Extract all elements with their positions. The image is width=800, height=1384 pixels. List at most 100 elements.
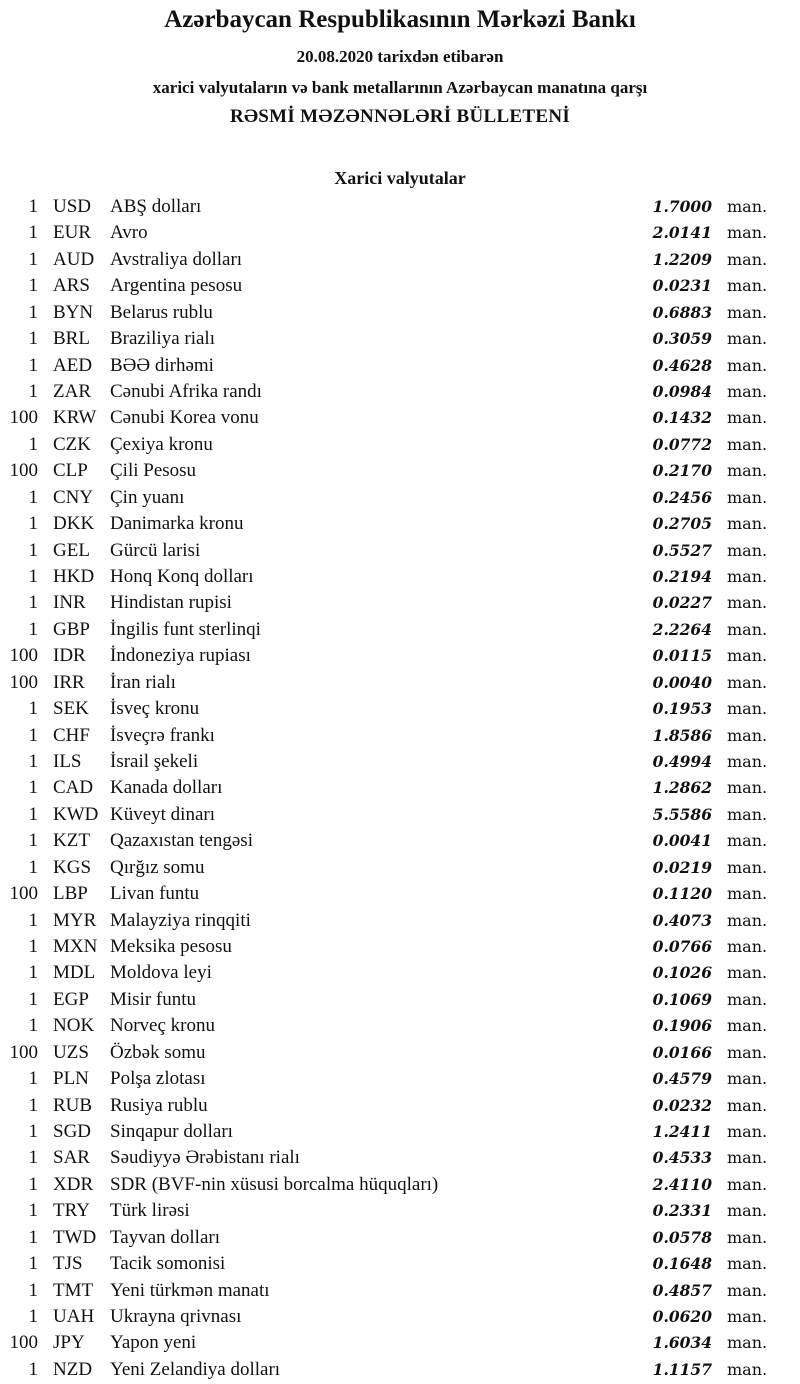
currency-name: Meksika pesosu [110, 936, 232, 958]
quantity: 1 [28, 301, 39, 323]
rate-row: 1 NOK Norveç kronu 0.1906 man. [0, 1013, 800, 1039]
quantity: 1 [28, 618, 39, 640]
rate-value: 1.6034 [652, 1333, 712, 1353]
quantity: 1 [28, 777, 39, 799]
rate-row: 1 CNY Çin yuanı 0.2456 man. [0, 485, 800, 511]
currency-code: DKK [53, 513, 95, 535]
currency-name: İsrail şekeli [110, 751, 199, 773]
rate-row: 1 GBP İngilis funt sterlinqi 2.2264 man. [0, 617, 800, 643]
rate-value: 0.0115 [652, 646, 712, 666]
rate-value: 0.4994 [652, 752, 712, 772]
rate-row: 1 USD ABŞ dolları 1.7000 man. [0, 194, 800, 220]
currency-name: Çili Pesosu [110, 460, 197, 482]
quantity: 1 [28, 566, 39, 588]
rate-value: 2.0141 [652, 223, 712, 243]
currency-name: Çexiya kronu [110, 433, 213, 455]
rate-value: 0.0227 [652, 593, 712, 613]
unit-label: man. [727, 857, 768, 877]
rate-value: 1.7000 [652, 197, 712, 216]
currency-code: SEK [53, 698, 89, 720]
unit-label: man. [727, 408, 768, 428]
quantity: 100 [9, 645, 39, 667]
rate-row: 1 CAD Kanada dolları 1.2862 man. [0, 775, 800, 801]
quantity: 1 [28, 1147, 39, 1169]
quantity: 1 [28, 1015, 39, 1037]
rate-value: 0.4073 [652, 910, 712, 930]
currency-code: MDL [53, 962, 96, 984]
quantity: 100 [9, 1041, 39, 1063]
rate-row: 1 TRY Türk lirəsi 0.2331 man. [0, 1198, 800, 1224]
currency-name: Norveç kronu [110, 1015, 215, 1037]
quantity: 1 [28, 1253, 39, 1275]
quantity: 1 [28, 909, 39, 931]
rate-value: 0.1026 [652, 963, 712, 983]
rate-value: 0.1648 [652, 1254, 712, 1274]
quantity: 1 [28, 592, 39, 614]
currency-name: Çin yuanı [110, 486, 185, 508]
unit-label: man. [727, 223, 768, 243]
rate-value: 0.2194 [652, 567, 712, 587]
currency-code: GBP [53, 618, 90, 640]
currency-code: EGP [53, 988, 89, 1010]
quantity: 1 [28, 1306, 39, 1328]
rate-row: 1 ARS Argentina pesosu 0.0231 man. [0, 273, 800, 299]
rate-row: 1 MDL Moldova leyi 0.1026 man. [0, 960, 800, 986]
rate-row: 1 TWD Tayvan dolları 0.0578 man. [0, 1225, 800, 1251]
currency-code: GEL [53, 539, 90, 561]
unit-label: man. [727, 487, 768, 507]
unit-label: man. [727, 1359, 768, 1379]
rate-value: 0.0040 [652, 672, 712, 692]
unit-label: man. [727, 514, 768, 534]
rate-row: 1 XDR SDR (BVF-nin xüsusi borcalma hüquqla… [0, 1172, 800, 1198]
currency-name: Gürcü larisi [110, 539, 201, 561]
rate-value: 1.1157 [652, 1359, 712, 1379]
rate-value: 0.6883 [652, 302, 712, 322]
unit-label: man. [727, 302, 768, 322]
unit-label: man. [727, 937, 768, 957]
currency-code: IDR [53, 645, 86, 667]
rate-row: 1 GEL Gürcü larisi 0.5527 man. [0, 538, 800, 564]
unit-label: man. [727, 1307, 768, 1327]
unit-label: man. [727, 461, 768, 481]
currency-code: USD [53, 196, 92, 217]
currency-name: Braziliya rialı [110, 328, 215, 350]
unit-label: man. [727, 831, 768, 851]
unit-label: man. [727, 963, 768, 983]
rate-row: 1 MXN Meksika pesosu 0.0766 man. [0, 934, 800, 960]
currency-name: ABŞ dolları [110, 196, 202, 217]
rate-row: 1 TMT Yeni türkmən manatı 0.4857 man. [0, 1278, 800, 1304]
unit-label: man. [727, 910, 768, 930]
quantity: 1 [28, 381, 39, 402]
currency-name: Avstraliya dolları [110, 248, 243, 270]
rate-row: 1 CZK Çexiya kronu 0.0772 man. [0, 432, 800, 458]
quantity: 1 [28, 1200, 39, 1222]
currency-name: Argentina pesosu [110, 275, 243, 297]
rate-row: 100 IDR İndoneziya rupiası 0.0115 man. [0, 643, 800, 669]
currency-name: Moldova leyi [110, 962, 212, 984]
rate-row: 100 CLP Çili Pesosu 0.2170 man. [0, 458, 800, 484]
rate-value: 0.4579 [652, 1069, 712, 1089]
quantity: 1 [28, 248, 39, 270]
rate-value: 0.0232 [652, 1095, 712, 1115]
rate-value: 0.1120 [652, 884, 712, 904]
unit-label: man. [727, 699, 768, 719]
quantity: 1 [28, 1279, 39, 1301]
rate-row: 100 UZS Özbək somu 0.0166 man. [0, 1040, 800, 1066]
currency-code: HKD [53, 566, 95, 588]
rate-value: 2.2264 [652, 619, 712, 639]
unit-label: man. [727, 672, 768, 692]
unit-label: man. [727, 1174, 768, 1194]
currency-name: Yapon yeni [110, 1332, 197, 1354]
currency-name: İsveçrə frankı [110, 724, 215, 746]
rate-row: 1 SGD Sinqapur dolları 1.2411 man. [0, 1119, 800, 1145]
unit-label: man. [727, 1042, 768, 1062]
unit-label: man. [727, 197, 768, 216]
currency-name: Hindistan rupisi [110, 592, 232, 614]
bulletin-title: RƏSMİ MƏZƏNNƏLƏRİ BÜLLETENİ [229, 106, 571, 127]
section-heading: Xarici valyutalar [334, 168, 466, 188]
currency-name: Səudiyyə Ərəbistanı rialı [110, 1147, 300, 1169]
rate-row: 1 DKK Danimarka kronu 0.2705 man. [0, 511, 800, 537]
rate-value: 0.0620 [652, 1307, 712, 1327]
currency-code: LBP [53, 883, 88, 905]
rate-row: 1 BYN Belarus rublu 0.6883 man. [0, 300, 800, 326]
